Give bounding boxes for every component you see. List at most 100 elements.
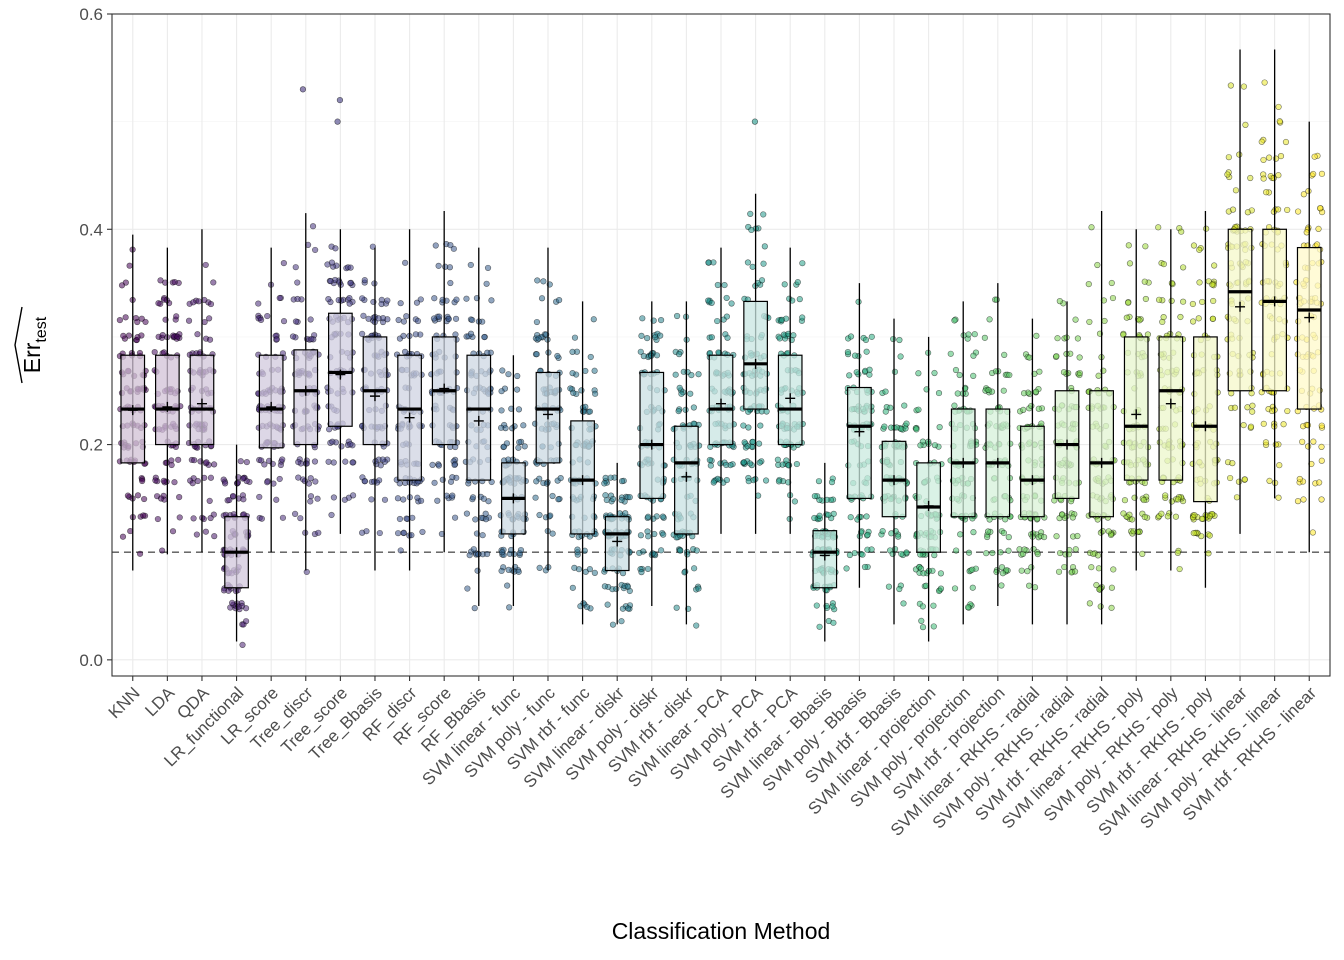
data-point [1176, 565, 1183, 573]
data-point [793, 460, 800, 468]
data-point [657, 332, 664, 339]
data-point [1094, 261, 1101, 269]
data-point [721, 281, 728, 289]
data-point [1199, 298, 1206, 306]
data-point [273, 496, 280, 503]
data-point [206, 315, 213, 322]
data-point [728, 300, 735, 307]
data-point [118, 282, 126, 289]
data-point [1095, 565, 1103, 572]
data-point [587, 353, 594, 361]
data-point [239, 641, 246, 649]
box [258, 354, 284, 449]
data-point [297, 515, 304, 522]
data-point [467, 261, 474, 269]
data-point [616, 510, 623, 517]
data-point [142, 318, 149, 326]
data-point [447, 242, 454, 249]
data-point [276, 294, 283, 302]
data-point [515, 568, 522, 575]
data-point [1069, 514, 1076, 521]
data-point [1155, 296, 1163, 303]
box-group [743, 193, 768, 534]
data-point [463, 510, 471, 517]
data-point [1108, 584, 1116, 591]
data-point [122, 314, 129, 321]
mean-marker [1131, 409, 1142, 420]
data-point [258, 457, 265, 464]
data-point [639, 315, 646, 322]
data-point [811, 493, 818, 500]
data-point [194, 477, 201, 485]
box-group [639, 301, 665, 607]
data-point [1094, 516, 1101, 523]
data-point [1205, 550, 1212, 557]
data-point [714, 281, 721, 289]
boxes [120, 49, 1322, 642]
mean-marker [646, 439, 657, 450]
data-point [1000, 529, 1007, 537]
data-point [359, 529, 366, 536]
data-point [1071, 568, 1079, 575]
data-point [644, 565, 652, 573]
data-point [1260, 156, 1267, 164]
data-point [863, 513, 870, 520]
data-point [291, 510, 299, 518]
data-point [745, 408, 752, 415]
data-point [881, 423, 888, 430]
data-point [341, 496, 348, 503]
data-point [1229, 206, 1237, 213]
box-group [293, 213, 319, 571]
data-point [762, 477, 770, 484]
data-point [116, 317, 123, 324]
data-point [157, 277, 164, 284]
data-point [509, 425, 516, 432]
box [1020, 425, 1045, 518]
data-point [255, 300, 262, 307]
y-tick-label: 0.2 [79, 436, 103, 455]
data-point [1028, 564, 1035, 571]
data-point [1120, 510, 1127, 517]
data-point [442, 263, 449, 270]
data-point [675, 408, 682, 415]
data-point [549, 530, 556, 537]
data-point [673, 604, 680, 611]
mean-marker [819, 550, 830, 561]
data-point [1026, 582, 1033, 589]
data-point [309, 223, 317, 230]
data-point [154, 515, 161, 523]
data-point [862, 336, 870, 343]
box-group [916, 336, 941, 642]
data-point [1108, 604, 1115, 611]
data-point [400, 318, 408, 325]
box-group [1262, 49, 1288, 499]
data-point [134, 492, 142, 499]
box [1123, 336, 1149, 481]
data-point [140, 512, 147, 519]
data-point [645, 513, 652, 520]
box [639, 371, 665, 499]
data-point [1086, 600, 1093, 607]
data-point [403, 515, 410, 522]
data-point [591, 367, 598, 374]
data-point [915, 406, 922, 413]
data-point [673, 312, 681, 320]
data-point [1284, 407, 1291, 415]
data-point [690, 420, 697, 427]
data-point [1272, 441, 1279, 448]
data-point [659, 513, 667, 520]
data-point [1227, 474, 1234, 482]
y-tick-label: 0.6 [79, 5, 103, 24]
data-point [1231, 404, 1239, 411]
data-point [970, 372, 977, 380]
data-point [506, 604, 513, 611]
data-point [1160, 260, 1167, 268]
mean-marker [266, 401, 277, 412]
data-point [893, 424, 900, 431]
data-point [1198, 515, 1206, 522]
data-point [791, 498, 799, 505]
data-point [361, 277, 368, 284]
data-point [582, 367, 589, 375]
data-point [1296, 475, 1303, 483]
data-point [757, 422, 764, 429]
